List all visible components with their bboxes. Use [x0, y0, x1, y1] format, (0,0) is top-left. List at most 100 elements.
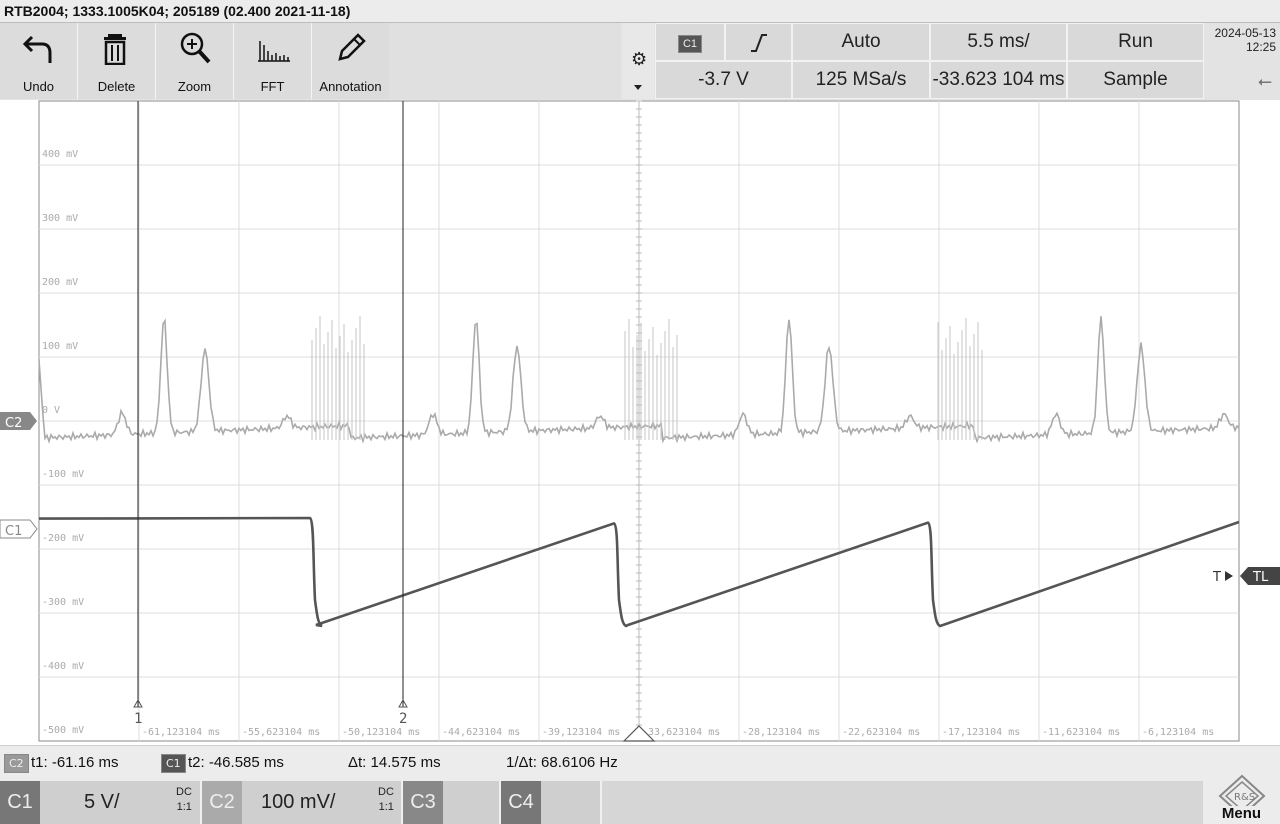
- gear-icon: ⚙: [631, 49, 648, 70]
- horizontal-position[interactable]: -33.623 104 ms: [930, 61, 1067, 99]
- y-axis-label: -300 mV: [42, 597, 84, 608]
- cursor-2-handle[interactable]: [398, 698, 408, 708]
- sample-rate[interactable]: 125 MSa/s: [792, 61, 930, 99]
- undo-label: Undo: [22, 79, 55, 94]
- channel-c1-scale: 5 V/: [84, 791, 120, 813]
- y-axis-label: -400 mV: [42, 661, 84, 672]
- trigger-level[interactable]: -3.7 V: [655, 61, 792, 99]
- pencil-icon: [338, 33, 366, 61]
- cursor-1-handle[interactable]: [133, 698, 143, 708]
- y-axis-labels: 400 mV 300 mV 200 mV 100 mV 0 V -100 mV -200 m…: [42, 149, 84, 736]
- y-axis-label: 0 V: [42, 405, 60, 416]
- channel-c1-tag: C1: [0, 781, 40, 824]
- delete-label: Delete: [97, 79, 136, 94]
- x-axis-label: -50,123104 ms: [342, 727, 420, 738]
- toolbar-spacer: [389, 23, 621, 99]
- delta-t-readout: Δt: 14.575 ms: [348, 754, 441, 771]
- x-axis-label: -6,123104 ms: [1142, 727, 1214, 738]
- c1-marker[interactable]: [0, 519, 38, 539]
- x-axis-label: -61,123104 ms: [142, 727, 220, 738]
- t2-channel-badge: C1: [161, 754, 186, 773]
- channel-c3[interactable]: C3: [403, 781, 501, 824]
- trigger-mode[interactable]: Auto: [792, 23, 930, 61]
- t2-readout: t2: -46.585 ms: [188, 754, 284, 771]
- channel-c2-scale: 100 mV/: [261, 791, 336, 813]
- clock-time: 12:25: [1245, 40, 1276, 54]
- y-axis-label: -200 mV: [42, 533, 84, 544]
- channel-c1-coupling: DC 1:1: [176, 786, 192, 813]
- trigger-position-marker[interactable]: [622, 725, 656, 742]
- y-axis-label: 400 mV: [42, 149, 78, 160]
- zoom-button[interactable]: Zoom: [156, 23, 234, 99]
- channel-bar: C1 5 V/ DC 1:1 C2 100 mV/ DC 1:1 C3 C4 R&S…: [0, 774, 1280, 824]
- channel-c4-tag: C4: [501, 781, 541, 824]
- run-state[interactable]: Run: [1067, 23, 1204, 61]
- trigger-level-marker-label: TL: [1252, 570, 1269, 585]
- trigger-slope[interactable]: [725, 23, 792, 61]
- undo-icon: [22, 35, 52, 63]
- fft-button[interactable]: FFT: [234, 23, 312, 99]
- channel-c2-coupling: DC 1:1: [378, 786, 394, 813]
- cursor-2-label: 2: [399, 711, 407, 727]
- clock-date: 2024-05-13: [1214, 26, 1276, 40]
- y-axis-label: -100 mV: [42, 469, 84, 480]
- menu-label: Menu: [1221, 805, 1262, 822]
- window-title: RTB2004; 1333.1005K04; 205189 (02.400 20…: [4, 3, 351, 19]
- toolbar: Undo Delete Zoom FFT Annotation ⚙ C1 Aut…: [0, 23, 1280, 100]
- zoom-label: Zoom: [177, 79, 212, 94]
- title-bar: RTB2004; 1333.1005K04; 205189 (02.400 20…: [0, 0, 1280, 23]
- fft-label: FFT: [260, 79, 285, 94]
- delete-button[interactable]: Delete: [78, 23, 156, 99]
- c2-marker[interactable]: [0, 412, 37, 430]
- measurement-bar: C2 t1: -61.16 ms C1 t2: -46.585 ms Δt: 1…: [0, 745, 1280, 781]
- x-axis-label: -44,623104 ms: [442, 727, 520, 738]
- channel-c2-tag: C2: [202, 781, 242, 824]
- fft-icon: [258, 41, 290, 62]
- trigger-level-arrow-icon: [1225, 571, 1233, 581]
- chevron-down-icon: [634, 85, 642, 90]
- c1-waveform: [38, 516, 1240, 628]
- c1-marker-label: C1: [5, 524, 22, 539]
- usb-icon: ⭠: [1257, 71, 1272, 92]
- x-axis-label: -39,123104 ms: [542, 727, 620, 738]
- t1-channel-badge: C2: [4, 754, 29, 773]
- x-axis-label: -22,623104 ms: [842, 727, 920, 738]
- x-axis-label: -55,623104 ms: [242, 727, 320, 738]
- undo-button[interactable]: Undo: [0, 23, 78, 99]
- channel-c2[interactable]: C2 100 mV/ DC 1:1: [202, 781, 403, 824]
- cursor-1-label: 1: [134, 711, 142, 727]
- clock: 2024-05-13 12:25: [1215, 26, 1276, 54]
- zoom-icon: [180, 32, 211, 64]
- x-axis-label: -28,123104 ms: [742, 727, 820, 738]
- trigger-level-arrow-label: T: [1212, 570, 1221, 585]
- c2-marker-label: C2: [5, 416, 22, 431]
- channel-c1[interactable]: C1 5 V/ DC 1:1: [0, 781, 202, 824]
- c2-waveform: [38, 316, 1240, 444]
- annotation-button[interactable]: Annotation: [312, 23, 390, 99]
- trigger-level-marker[interactable]: [1240, 567, 1280, 585]
- annotation-label: Annotation: [319, 79, 382, 94]
- x-axis-label: -11,623104 ms: [1042, 727, 1120, 738]
- menu-button[interactable]: R&S Menu: [1203, 774, 1280, 824]
- trash-icon: [104, 34, 126, 65]
- y-axis-label: 300 mV: [42, 213, 78, 224]
- x-axis-label: -17,123104 ms: [942, 727, 1020, 738]
- settings-button[interactable]: ⚙: [622, 23, 654, 99]
- t1-readout: t1: -61.16 ms: [31, 754, 119, 771]
- rising-edge-icon: [750, 34, 767, 52]
- y-axis-label: 100 mV: [42, 341, 78, 352]
- y-axis-label: 200 mV: [42, 277, 78, 288]
- trigger-source-badge: C1: [677, 35, 703, 53]
- acquisition-mode[interactable]: Sample: [1067, 61, 1204, 99]
- trigger-source[interactable]: C1: [655, 23, 725, 61]
- x-axis-labels: -61,123104 ms -55,623104 ms -50,123104 ms -…: [142, 727, 1214, 738]
- graticule: [39, 100, 1239, 742]
- timebase[interactable]: 5.5 ms/: [930, 23, 1067, 61]
- channel-c4[interactable]: C4: [501, 781, 602, 824]
- waveform-display[interactable]: 400 mV 300 mV 200 mV 100 mV 0 V -100 mV -200 m…: [0, 100, 1280, 742]
- svg-text:R&S: R&S: [1234, 792, 1255, 803]
- c2-burst-spikes: [311, 316, 983, 440]
- rs-logo: R&S: [1218, 774, 1266, 806]
- channel-c3-tag: C3: [403, 781, 443, 824]
- inverse-delta-t-readout: 1/Δt: 68.6106 Hz: [506, 754, 618, 771]
